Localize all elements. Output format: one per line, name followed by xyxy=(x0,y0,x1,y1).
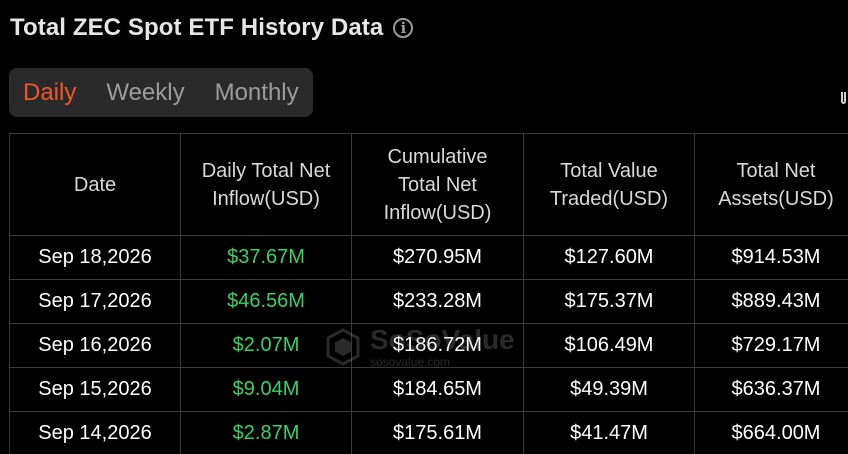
info-icon[interactable]: i xyxy=(393,18,414,38)
cell-cumulative: $186.72M xyxy=(351,323,524,368)
cell-daily-inflow: $37.67M xyxy=(180,235,352,280)
cell-daily-inflow: $46.56M xyxy=(180,279,352,324)
column-header-label: Total Net Assets(USD) xyxy=(718,159,834,210)
cell-cumulative: $175.61M xyxy=(351,411,524,454)
cell-assets: $914.53M xyxy=(694,235,848,280)
cell-cumulative: $233.28M xyxy=(351,279,524,324)
period-tabs: Daily Weekly Monthly xyxy=(9,68,313,117)
cell-assets: $636.37M xyxy=(694,367,848,412)
cell-date: Sep 18,2026 xyxy=(9,235,181,280)
cell-date: Sep 16,2026 xyxy=(9,323,181,368)
column-header-daily-inflow[interactable]: Daily Total Net Inflow(USD) xyxy=(180,133,352,236)
table-row: Sep 15,2026 $9.04M $184.65M $49.39M $636… xyxy=(9,367,848,412)
cell-date: Sep 17,2026 xyxy=(9,279,181,324)
table-row: Sep 14,2026 $2.87M $175.61M $41.47M $664… xyxy=(9,411,848,454)
column-header-label: Total Value Traded(USD) xyxy=(549,159,669,210)
history-table: Date Daily Total Net Inflow(USD) Cumulat… xyxy=(9,133,848,454)
cell-daily-inflow: $2.07M xyxy=(180,323,352,368)
cell-traded: $49.39M xyxy=(523,367,695,412)
clipped-control-icon[interactable] xyxy=(841,92,846,104)
tab-monthly[interactable]: Monthly xyxy=(214,78,299,106)
table-header-row: Date Daily Total Net Inflow(USD) Cumulat… xyxy=(9,133,848,236)
column-header-date[interactable]: Date xyxy=(9,133,181,236)
column-header-assets[interactable]: Total Net Assets(USD) xyxy=(694,133,848,236)
cell-cumulative: $184.65M xyxy=(351,367,524,412)
cell-date: Sep 14,2026 xyxy=(9,411,181,454)
tab-daily[interactable]: Daily xyxy=(23,78,77,106)
column-header-label: Cumulative Total Net Inflow(USD) xyxy=(383,145,492,224)
table-row: Sep 17,2026 $46.56M $233.28M $175.37M $8… xyxy=(9,279,848,324)
cell-traded: $41.47M xyxy=(523,411,695,454)
page-title: Total ZEC Spot ETF History Data xyxy=(10,14,384,41)
cell-date: Sep 15,2026 xyxy=(9,367,181,412)
cell-traded: $175.37M xyxy=(523,279,695,324)
title-row: Total ZEC Spot ETF History Data i xyxy=(10,14,414,42)
table-row: Sep 16,2026 $2.07M $186.72M $106.49M $72… xyxy=(9,323,848,368)
table-row: Sep 18,2026 $37.67M $270.95M $127.60M $9… xyxy=(9,235,848,280)
cell-traded: $106.49M xyxy=(523,323,695,368)
cell-daily-inflow: $2.87M xyxy=(180,411,352,454)
cell-assets: $729.17M xyxy=(694,323,848,368)
column-header-traded[interactable]: Total Value Traded(USD) xyxy=(523,133,695,236)
cell-assets: $889.43M xyxy=(694,279,848,324)
tab-weekly[interactable]: Weekly xyxy=(106,78,185,106)
cell-assets: $664.00M xyxy=(694,411,848,454)
cell-cumulative: $270.95M xyxy=(351,235,524,280)
column-header-cumulative[interactable]: Cumulative Total Net Inflow(USD) xyxy=(351,133,524,236)
column-header-label: Daily Total Net Inflow(USD) xyxy=(201,159,331,210)
cell-traded: $127.60M xyxy=(523,235,695,280)
cell-daily-inflow: $9.04M xyxy=(180,367,352,412)
